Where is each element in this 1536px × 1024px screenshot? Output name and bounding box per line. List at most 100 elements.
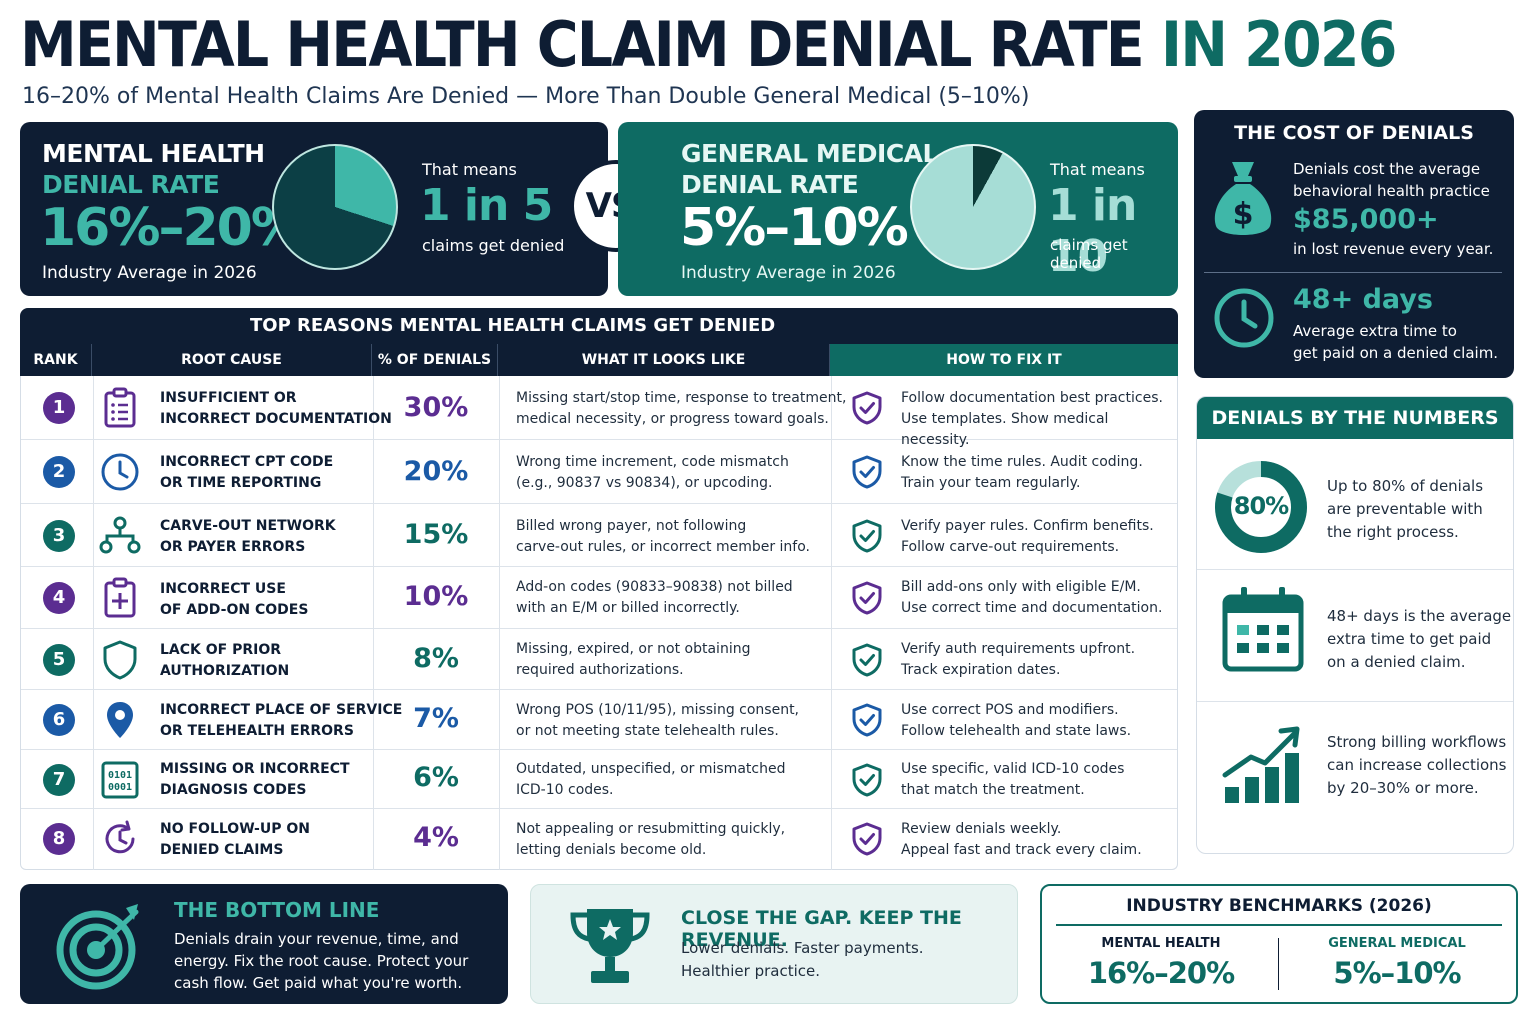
root-cause: LACK OF PRIOR AUTHORIZATION (160, 642, 290, 679)
cost-divider (1204, 272, 1502, 273)
cost-days-text-2: get paid on a denied claim. (1293, 344, 1499, 362)
denial-percent: 4% (413, 822, 459, 853)
title-accent: IN 2026 (1160, 8, 1398, 81)
benchmarks-title: INDUSTRY BENCHMARKS (2026) (1126, 896, 1432, 916)
general-medical-panel-title: GENERAL MEDICAL DENIAL RATE (681, 139, 938, 199)
benchmark-general-medical-value: 5%–10% (1333, 956, 1461, 990)
rank-badge: 3 (43, 520, 75, 552)
clock-refresh-icon (105, 820, 135, 854)
reasons-table-header-row: RANK ROOT CAUSE % OF DENIALS WHAT IT LOO… (20, 344, 1178, 376)
industry-benchmarks-panel: INDUSTRY BENCHMARKS (2026) MENTAL HEALTH… (1040, 884, 1518, 1004)
shield-check-icon (852, 391, 882, 425)
svg-text:$: $ (1233, 197, 1254, 232)
root-cause: INCORRECT CPT CODE OR TIME REPORTING (160, 454, 334, 491)
general-medical-pie (910, 144, 1036, 270)
looks-like: Not appealing or resubmitting quickly, le… (516, 821, 786, 858)
benchmarks-divider (1056, 924, 1502, 926)
column-header-percent: % OF DENIALS (372, 344, 498, 376)
column-header-how-to-fix: HOW TO FIX IT (830, 344, 1178, 376)
numbers-item-3: Strong billing workflows can increase col… (1327, 733, 1507, 797)
calendar-icon (1222, 587, 1304, 672)
looks-like: Outdated, unspecified, or mismatched ICD-… (516, 761, 786, 798)
rank-badge: 1 (43, 392, 75, 424)
cost-money-text-3: in lost revenue every year. (1293, 240, 1494, 258)
bottom-line-panel: THE BOTTOM LINE Denials drain your reven… (20, 884, 508, 1004)
svg-text:0101: 0101 (108, 770, 132, 781)
mental-health-panel-title: MENTAL HEALTH DENIAL RATE (42, 139, 265, 199)
benchmark-mental-health-label: MENTAL HEALTH (1101, 936, 1221, 951)
table-row: 2 INCORRECT CPT CODE OR TIME REPORTING 20… (21, 440, 1177, 504)
cost-money-text-1: Denials cost the average (1293, 160, 1481, 178)
rank-badge: 8 (43, 823, 75, 855)
root-cause: INCORRECT PLACE OF SERVICE OR TELEHEALTH … (160, 702, 403, 739)
root-cause: NO FOLLOW-UP ON DENIED CLAIMS (160, 821, 310, 858)
target-icon (56, 904, 139, 990)
page-title: MENTAL HEALTH CLAIM DENIAL RATE IN 2026 (20, 8, 1398, 81)
network-icon (99, 516, 141, 554)
looks-like: Missing start/stop time, response to tre… (516, 390, 847, 427)
bottom-line-text: Denials drain your revenue, time, and en… (174, 930, 469, 992)
numbers-separator (1197, 701, 1513, 702)
shield-check-icon (852, 455, 882, 489)
denial-percent: 15% (403, 519, 469, 550)
close-gap-text: Lower denials. Faster payments. Healthier… (681, 939, 924, 980)
how-to-fix: Review denials weekly. Appeal fast and tr… (901, 821, 1142, 858)
mental-health-note: Industry Average in 2026 (42, 263, 257, 283)
root-cause: INCORRECT USE OF ADD-ON CODES (160, 581, 309, 618)
cost-money-text-2: behavioral health practice (1293, 182, 1490, 200)
denial-percent: 8% (413, 643, 459, 674)
shield-check-icon (852, 763, 882, 797)
looks-like: Wrong time increment, code mismatch (e.g.… (516, 454, 789, 491)
add-document-icon (104, 577, 136, 618)
how-to-fix: Know the time rules. Audit coding. Train … (901, 454, 1143, 491)
rank-badge: 7 (43, 764, 75, 796)
table-row: 3 CARVE-OUT NETWORK OR PAYER ERRORS 15% B… (21, 504, 1177, 567)
numbers-title: DENIALS BY THE NUMBERS (1197, 397, 1513, 439)
shield-icon (103, 640, 137, 680)
mental-health-rate-panel: MENTAL HEALTH DENIAL RATE 16%–20% Indust… (20, 122, 608, 296)
cost-days-text-1: Average extra time to (1293, 322, 1457, 340)
root-cause: CARVE-OUT NETWORK OR PAYER ERRORS (160, 518, 336, 555)
cost-days-value: 48+ days (1293, 284, 1433, 315)
mental-health-rate: 16%–20% (40, 198, 303, 258)
mental-health-means-suffix: claims get denied (422, 236, 565, 255)
column-header-looks-like: WHAT IT LOOKS LIKE (498, 344, 830, 376)
how-to-fix: Use specific, valid ICD-10 codes that mat… (901, 761, 1125, 798)
looks-like: Add-on codes (90833–90838) not billed wit… (516, 579, 793, 616)
column-divider (831, 376, 832, 870)
denial-percent: 10% (403, 581, 469, 612)
table-row: 7 0101 0001 MISSING OR INCORRECT DIAGNOSIS… (21, 750, 1177, 809)
close-gap-title: CLOSE THE GAP. KEEP THE REVENUE. (681, 907, 962, 951)
reasons-table: 1 INSUFFICIENT OR INCORRECT DOCUMENTATION… (20, 376, 1178, 870)
denial-percent: 7% (413, 703, 459, 734)
close-the-gap-panel: CLOSE THE GAP. KEEP THE REVENUE. Lower d… (530, 884, 1018, 1004)
growth-chart-icon (1222, 726, 1300, 803)
svg-text:0001: 0001 (108, 782, 132, 793)
table-row: 5 LACK OF PRIOR AUTHORIZATION 8% Missing,… (21, 629, 1177, 690)
general-medical-rate-panel: GENERAL MEDICAL DENIAL RATE 5%–10% Indus… (618, 122, 1178, 296)
column-divider (373, 376, 374, 870)
table-row: 4 INCORRECT USE OF ADD-ON CODES 10% Add-o… (21, 567, 1177, 629)
cost-money-value: $85,000+ (1293, 204, 1439, 235)
location-pin-icon (107, 702, 133, 738)
benchmark-general-medical-label: GENERAL MEDICAL (1328, 936, 1466, 951)
column-header-root-cause: ROOT CAUSE (92, 344, 372, 376)
shield-check-icon (852, 822, 882, 856)
donut-80-percent (1215, 461, 1307, 553)
benchmarks-vertical-divider (1278, 938, 1279, 990)
general-medical-rate: 5%–10% (680, 198, 909, 258)
page-subtitle: 16–20% of Mental Health Claims Are Denie… (22, 84, 1030, 109)
table-row: 1 INSUFFICIENT OR INCORRECT DOCUMENTATION… (21, 376, 1177, 448)
column-header-rank: RANK (20, 344, 92, 376)
how-to-fix: Use correct POS and modifiers. Follow tel… (901, 702, 1132, 739)
general-medical-means-suffix: claims get denied (1050, 236, 1128, 272)
looks-like: Missing, expired, or not obtaining requir… (516, 641, 751, 678)
general-medical-note: Industry Average in 2026 (681, 263, 896, 283)
numbers-item-2: 48+ days is the average extra time to get… (1327, 607, 1512, 671)
denial-percent: 6% (413, 762, 459, 793)
root-cause: MISSING OR INCORRECT DIAGNOSIS CODES (160, 761, 350, 798)
trophy-icon (570, 909, 650, 983)
clipboard-icon (104, 387, 136, 428)
clock-icon (1214, 288, 1274, 348)
